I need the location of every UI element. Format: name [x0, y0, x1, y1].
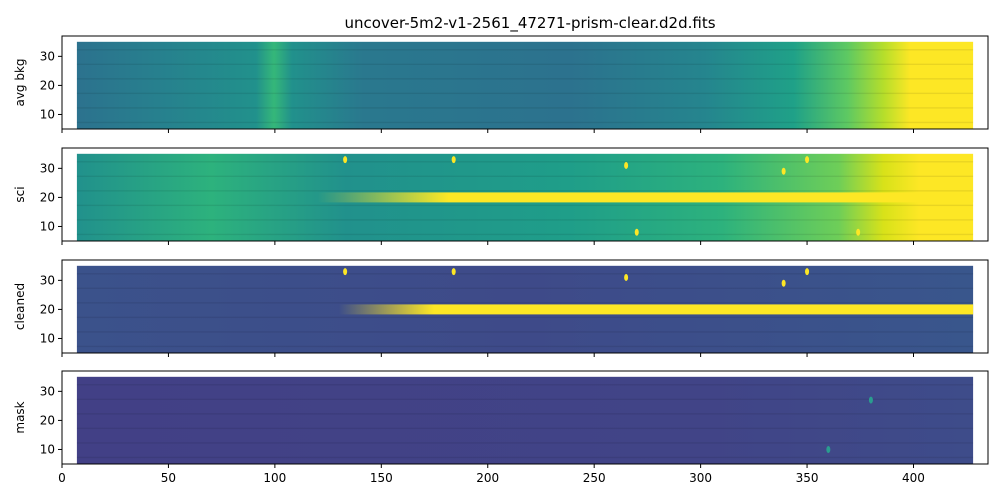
heatmap-band [76, 63, 974, 66]
heatmap-image [76, 376, 974, 464]
y-tick-label: 20 [40, 190, 55, 204]
panels: 10 20 30 avg bkg 10 20 30 sci 10 20 30 cleaned 10 20 3… [13, 35, 989, 485]
heatmap-band [76, 49, 974, 51]
y-tick-label: 10 [40, 219, 55, 233]
x-tick-label: 100 [263, 471, 286, 485]
y-tick-label: 20 [40, 413, 55, 427]
y-axis-label: avg bkg [13, 58, 27, 106]
axes-frame [61, 147, 989, 242]
heatmap-band [76, 413, 974, 415]
heatmap-band [76, 442, 974, 444]
heatmap-band [76, 287, 974, 290]
axes-frame [61, 35, 989, 130]
panel-3: 10 20 30 cleaned [13, 259, 989, 357]
y-tick-label: 10 [40, 331, 55, 345]
y-tick-label: 30 [40, 161, 55, 175]
panel-2: 10 20 30 sci [13, 147, 989, 245]
y-axis-label: cleaned [13, 283, 27, 330]
hot-pixel-4 [781, 279, 786, 287]
hot-pixel-3 [624, 161, 629, 169]
x-tick-label: 50 [161, 471, 176, 485]
heatmap-band [76, 331, 974, 333]
heatmap-band [76, 204, 974, 207]
heatmap-band [76, 316, 974, 319]
y-tick-label: 20 [40, 78, 55, 92]
hot-pixel-2 [451, 156, 456, 164]
y-axis-label: sci [13, 186, 27, 202]
y-tick-label: 30 [40, 49, 55, 63]
spectrum-trace [338, 304, 974, 315]
hot-pixel-2 [868, 396, 873, 404]
spectrum-trace [317, 192, 974, 203]
hot-pixel-1 [343, 156, 348, 164]
panel-1: 10 20 30 avg bkg [13, 35, 989, 133]
x-tick-label: 300 [689, 471, 712, 485]
heatmap-image [76, 153, 974, 241]
x-tick-label: 250 [583, 471, 606, 485]
heatmap-band [76, 302, 974, 304]
y-tick-label: 20 [40, 302, 55, 316]
y-tick-label: 30 [40, 384, 55, 398]
axes-frame [61, 259, 989, 354]
heatmap-band [76, 175, 974, 178]
x-tick-label: 400 [902, 471, 925, 485]
hot-pixel-7 [856, 228, 861, 236]
y-tick-label: 10 [40, 107, 55, 121]
heatmap-fill [76, 41, 974, 129]
hot-pixel-2 [451, 268, 456, 276]
heatmap-band [76, 190, 974, 192]
heatmap-band [76, 456, 974, 459]
figure-title: uncover-5m2-v1-2561_47271-prism-clear.d2… [344, 14, 715, 33]
heatmap-band [76, 107, 974, 109]
heatmap-band [76, 398, 974, 401]
heatmap-band [76, 273, 974, 275]
heatmap-image [76, 41, 974, 129]
heatmap-image [76, 265, 974, 353]
x-tick-label: 200 [476, 471, 499, 485]
heatmap-fill [76, 376, 974, 464]
heatmap-band [76, 427, 974, 430]
heatmap-band [76, 92, 974, 95]
hot-pixel-1 [826, 445, 831, 453]
y-axis-label: mask [13, 401, 27, 433]
y-tick-label: 10 [40, 442, 55, 456]
hot-pixel-5 [805, 268, 810, 276]
hot-pixel-6 [805, 156, 810, 164]
hot-pixel-3 [624, 273, 629, 281]
hot-pixel-5 [781, 167, 786, 175]
heatmap-band [76, 345, 974, 348]
heatmap-band [76, 384, 974, 386]
heatmap-band [76, 121, 974, 124]
x-tick-label: 150 [370, 471, 393, 485]
heatmap-band [76, 161, 974, 163]
x-tick-label: 350 [796, 471, 819, 485]
hot-pixel-4 [634, 228, 639, 236]
axes-frame [61, 370, 989, 465]
x-tick-label: 0 [58, 471, 66, 485]
hot-pixel-1 [343, 268, 348, 276]
y-tick-label: 30 [40, 273, 55, 287]
heatmap-band [76, 233, 974, 236]
heatmap-band [76, 78, 974, 80]
heatmap-band [76, 219, 974, 221]
